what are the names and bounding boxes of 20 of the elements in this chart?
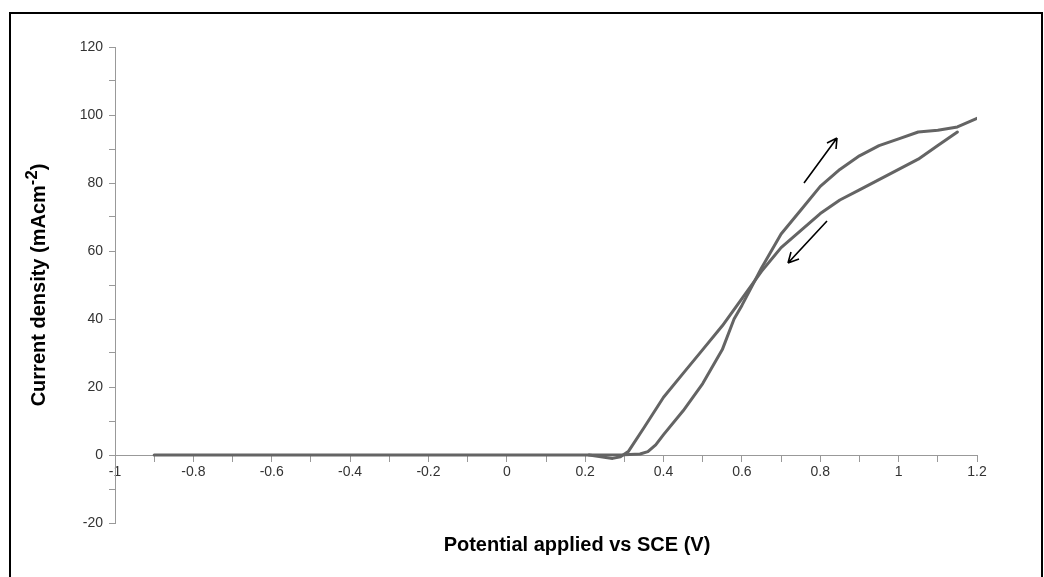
y-tick-label: 120	[79, 37, 104, 54]
x-tick-label: 1.2	[967, 463, 987, 480]
y-tick-label: 60	[87, 241, 104, 258]
y-tick-label: 0	[95, 445, 104, 462]
y-tick-label: 20	[87, 377, 104, 394]
x-tick-label: -0.2	[416, 463, 441, 480]
x-tick-label: 0	[502, 463, 511, 480]
y-tick-label: 80	[87, 173, 104, 190]
x-tick-label: -0.4	[338, 463, 363, 480]
y-tick-label: 100	[79, 105, 104, 122]
x-tick-label: 0.6	[732, 463, 752, 480]
x-tick-label: -0.8	[181, 463, 206, 480]
x-tick-label: -0.6	[259, 463, 284, 480]
x-tick-label: 0.8	[810, 463, 831, 480]
y-tick-label: -20	[82, 513, 104, 530]
x-tick-label: 0.4	[653, 463, 674, 480]
x-axis-title: Potential applied vs SCE (V)	[443, 533, 711, 555]
x-tick-label: 1	[894, 463, 903, 480]
x-tick-label: 0.2	[575, 463, 596, 480]
y-tick-label: 40	[87, 309, 104, 326]
